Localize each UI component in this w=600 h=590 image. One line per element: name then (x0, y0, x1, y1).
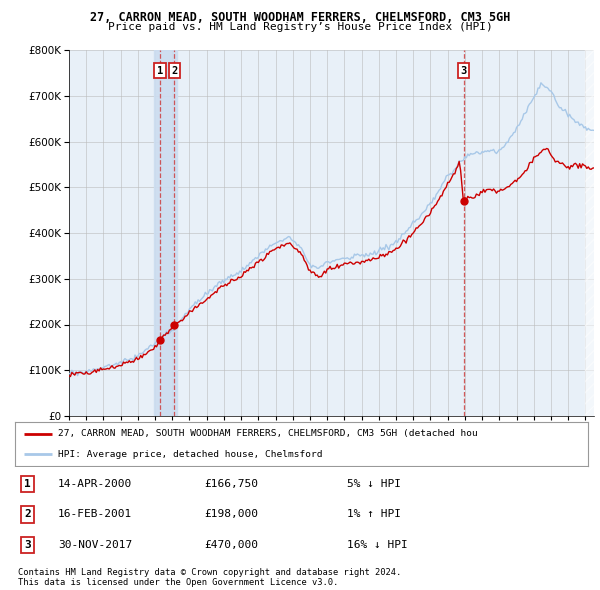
Text: 14-APR-2000: 14-APR-2000 (58, 479, 132, 489)
Text: £470,000: £470,000 (204, 540, 258, 550)
Text: 16% ↓ HPI: 16% ↓ HPI (347, 540, 408, 550)
Text: 3: 3 (24, 540, 31, 550)
Text: 30-NOV-2017: 30-NOV-2017 (58, 540, 132, 550)
Text: 1: 1 (24, 479, 31, 489)
Text: HPI: Average price, detached house, Chelmsford: HPI: Average price, detached house, Chel… (58, 450, 322, 458)
Text: 1% ↑ HPI: 1% ↑ HPI (347, 510, 401, 519)
Text: 2: 2 (24, 510, 31, 519)
Text: 5% ↓ HPI: 5% ↓ HPI (347, 479, 401, 489)
Text: 3: 3 (460, 65, 467, 76)
Text: 27, CARRON MEAD, SOUTH WOODHAM FERRERS, CHELMSFORD, CM3 5GH: 27, CARRON MEAD, SOUTH WOODHAM FERRERS, … (90, 11, 510, 24)
Bar (586, 50, 596, 416)
Text: £166,750: £166,750 (204, 479, 258, 489)
Text: This data is licensed under the Open Government Licence v3.0.: This data is licensed under the Open Gov… (18, 578, 338, 587)
Text: 1: 1 (157, 65, 163, 76)
Text: 2: 2 (171, 65, 178, 76)
Bar (154, 50, 178, 416)
Text: 27, CARRON MEAD, SOUTH WOODHAM FERRERS, CHELMSFORD, CM3 5GH (detached hou: 27, CARRON MEAD, SOUTH WOODHAM FERRERS, … (58, 430, 478, 438)
Text: £198,000: £198,000 (204, 510, 258, 519)
Text: 16-FEB-2001: 16-FEB-2001 (58, 510, 132, 519)
Text: Contains HM Land Registry data © Crown copyright and database right 2024.: Contains HM Land Registry data © Crown c… (18, 568, 401, 576)
Text: Price paid vs. HM Land Registry’s House Price Index (HPI): Price paid vs. HM Land Registry’s House … (107, 22, 493, 32)
